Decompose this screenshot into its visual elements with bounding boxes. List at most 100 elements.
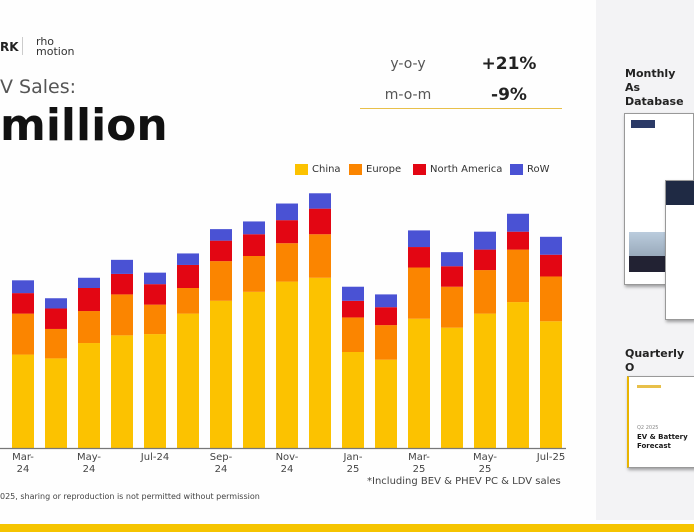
legend-swatch [510, 164, 523, 175]
bar-north-america-Mar-24 [12, 293, 34, 314]
database-thumbnail[interactable] [665, 180, 694, 320]
bar-china-May-25 [474, 313, 496, 448]
x-tick-label: Sep- 24 [209, 452, 233, 475]
kpi-yoy-label: y-o-y [390, 56, 426, 72]
bar-north-america-Jul-25 [540, 254, 562, 277]
legend-china: China [295, 164, 341, 175]
x-tick-label: Mar- 24 [12, 452, 34, 475]
legend-label: RoW [527, 164, 550, 175]
bar-europe-Apr-24 [45, 328, 67, 359]
slide: RK rho motion V Sales: million y-o-y +21… [0, 36, 566, 501]
bar-europe-Jun-24 [111, 294, 133, 336]
bar-europe-May-24 [78, 311, 100, 344]
side-panel: Monthly As Database Quarterly O Q2 2025 E… [596, 0, 694, 520]
monthly-database-title[interactable]: Monthly As Database [625, 67, 694, 109]
bar-row-Dec-24 [309, 193, 331, 209]
bar-china-Jun-24 [111, 335, 133, 448]
bar-north-america-May-24 [78, 288, 100, 312]
bar-china-Jul-24 [144, 334, 166, 448]
bar-europe-Nov-24 [276, 243, 298, 282]
bar-europe-Oct-24 [243, 256, 265, 292]
bar-china-Apr-25 [441, 327, 463, 448]
bar-north-america-Jun-25 [507, 231, 529, 250]
x-tick-label: Jul-25 [536, 452, 566, 463]
bar-europe-Mar-25 [408, 267, 430, 319]
x-tick-label: Nov- 24 [275, 452, 299, 475]
bar-north-america-Nov-24 [276, 220, 298, 244]
card-date: Q2 2025 [637, 425, 659, 431]
bar-china-May-24 [78, 343, 100, 448]
x-tick-label: May- 24 [76, 452, 102, 475]
bar-row-Apr-24 [45, 298, 67, 309]
bar-north-america-Dec-24 [309, 208, 331, 235]
bar-europe-Jan-25 [342, 317, 364, 352]
bar-row-Sep-24 [210, 229, 232, 241]
bar-china-Feb-25 [375, 359, 397, 448]
bar-row-Feb-25 [375, 294, 397, 308]
card-title: EV & Battery Forecast [637, 433, 688, 451]
database-header [666, 181, 694, 205]
stacked-bar-chart [0, 193, 566, 450]
bar-north-america-Jan-25 [342, 300, 364, 318]
bar-china-Aug-24 [177, 313, 199, 448]
bar-europe-Mar-24 [12, 313, 34, 355]
bar-row-Mar-25 [408, 230, 430, 248]
bar-row-May-25 [474, 231, 496, 250]
bar-row-Jul-24 [144, 272, 166, 285]
title-line: Database [625, 95, 684, 108]
bar-europe-Apr-25 [441, 286, 463, 328]
bar-china-Oct-24 [243, 291, 265, 448]
bar-north-america-Apr-24 [45, 308, 67, 329]
bar-north-america-May-25 [474, 249, 496, 271]
bar-china-Apr-24 [45, 358, 67, 448]
bar-row-Oct-24 [243, 221, 265, 235]
bar-china-Dec-24 [309, 277, 331, 448]
bar-north-america-Jun-24 [111, 273, 133, 295]
kpi-mom-value: -9% [491, 85, 527, 105]
legend-row: RoW [510, 164, 550, 175]
bar-europe-May-25 [474, 270, 496, 314]
headline-value: million [0, 100, 168, 151]
bar-europe-Sep-24 [210, 261, 232, 301]
bar-north-america-Apr-25 [441, 266, 463, 287]
bar-row-Mar-24 [12, 280, 34, 294]
bar-europe-Aug-24 [177, 288, 199, 314]
bar-china-Jan-25 [342, 352, 364, 448]
report-chart [629, 232, 669, 272]
bar-north-america-Mar-25 [408, 247, 430, 268]
bar-north-america-Sep-24 [210, 240, 232, 262]
bar-row-Aug-24 [177, 253, 199, 265]
legend-swatch [349, 164, 362, 175]
kpi-yoy-value: +21% [481, 54, 537, 74]
legend-label: China [312, 164, 341, 175]
bar-north-america-Feb-25 [375, 307, 397, 326]
bar-europe-Jul-24 [144, 304, 166, 335]
quarterly-outlook-title[interactable]: Quarterly O [625, 347, 685, 374]
bar-north-america-Oct-24 [243, 234, 265, 256]
bar-china-Nov-24 [276, 281, 298, 448]
bar-row-Jan-25 [342, 286, 364, 301]
copyright: 025, sharing or reproduction is not perm… [0, 492, 260, 501]
bar-north-america-Aug-24 [177, 264, 199, 288]
x-tick-label: Jan- 25 [343, 452, 363, 475]
report-logo [631, 120, 655, 128]
legend-label: North America [430, 164, 503, 175]
bar-row-Nov-24 [276, 203, 298, 221]
bar-row-Jul-25 [540, 236, 562, 255]
bar-china-Jul-25 [540, 321, 562, 448]
bar-row-Jun-24 [111, 259, 133, 274]
bar-row-Apr-25 [441, 252, 463, 267]
logo-divider [22, 37, 23, 55]
partner-logo: RK [0, 40, 19, 54]
bar-china-Sep-24 [210, 300, 232, 448]
chart-subtitle: V Sales: [0, 76, 77, 98]
bar-europe-Jul-25 [540, 276, 562, 322]
legend-north-america: North America [413, 164, 502, 175]
forecast-card[interactable]: Q2 2025 EV & Battery Forecast [627, 376, 694, 468]
legend-europe: Europe [349, 164, 401, 175]
x-tick-label: May- 25 [472, 452, 498, 475]
card-title-line: EV & Battery [637, 433, 688, 441]
bar-north-america-Jul-24 [144, 284, 166, 305]
bar-china-Jun-25 [507, 302, 529, 448]
bar-row-May-24 [78, 277, 100, 288]
